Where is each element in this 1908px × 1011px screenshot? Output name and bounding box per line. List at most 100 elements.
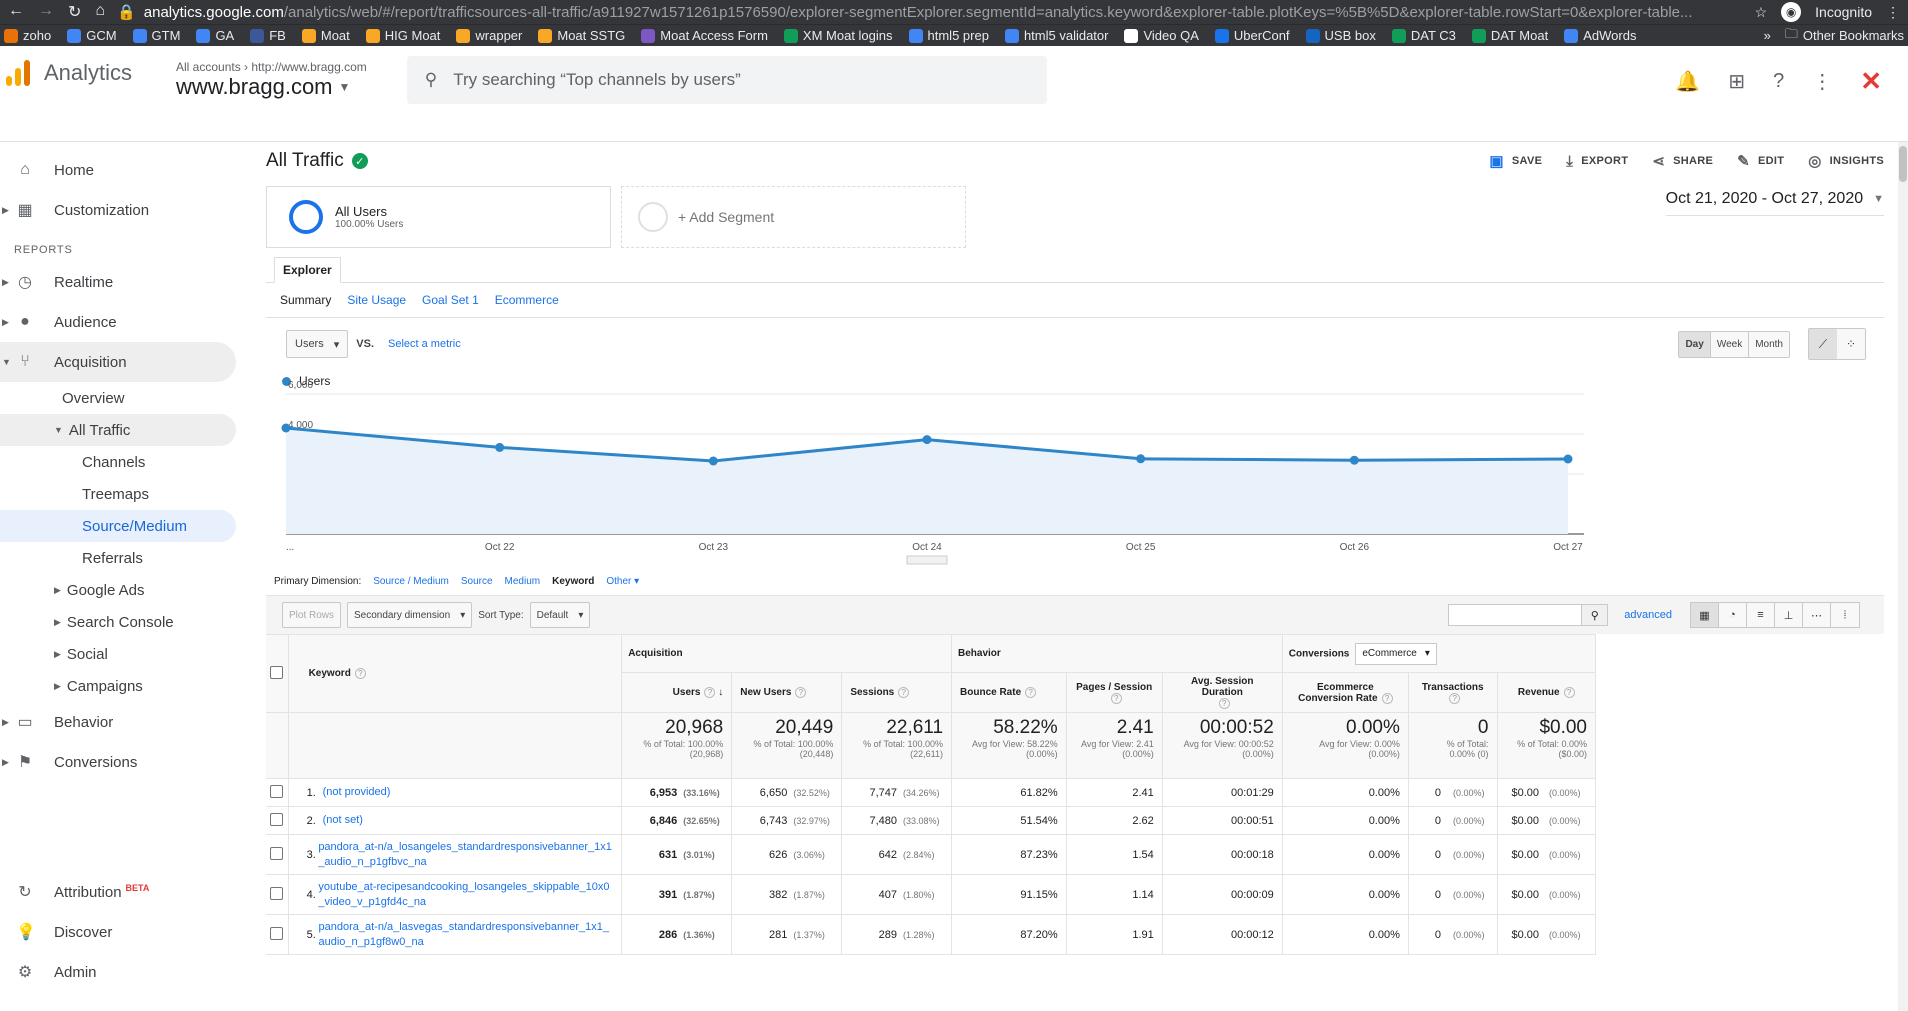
sidebar-item-conversions[interactable]: ▶ ⚑ Conversions xyxy=(0,742,246,782)
date-range-picker[interactable]: Oct 21, 2020 - Oct 27, 2020 ▼ xyxy=(1665,190,1884,216)
bookmarks-overflow[interactable]: » xyxy=(1763,28,1771,43)
sidebar-item-treemaps[interactable]: Treemaps xyxy=(82,485,149,503)
help-icon[interactable]: ? xyxy=(1773,70,1785,92)
dim-source-medium[interactable]: Source / Medium xyxy=(373,576,449,587)
sidebar-item-home[interactable]: ⌂ Home xyxy=(0,150,246,190)
bookmark-item[interactable]: USB box xyxy=(1305,28,1376,43)
col-revenue[interactable]: Revenue? xyxy=(1497,672,1596,713)
account-avatar-icon[interactable]: ✕ xyxy=(1860,66,1882,96)
search-input[interactable]: ⚲ Try searching “Top channels by users” xyxy=(406,56,1047,104)
bookmark-item[interactable]: html5 validator xyxy=(1004,28,1108,43)
menu-icon[interactable]: ⋮ xyxy=(1886,3,1900,20)
sidebar-item-acquisition[interactable]: ▼ ⑂ Acquisition xyxy=(0,342,236,382)
forward-icon[interactable]: → xyxy=(38,2,54,19)
performance-icon[interactable]: ≡ xyxy=(1747,603,1775,627)
bookmark-item[interactable]: GA xyxy=(196,28,234,43)
insights-button[interactable]: ◎ INSIGHTS xyxy=(1808,152,1884,170)
sidebar-item-all-traffic[interactable]: ▼ All Traffic xyxy=(0,414,236,446)
sidebar-item-behavior[interactable]: ▶ ▭ Behavior xyxy=(0,702,246,742)
sidebar-item-overview[interactable]: Overview xyxy=(62,389,125,407)
col-sessions[interactable]: Sessions? xyxy=(841,672,953,713)
sidebar-item-audience[interactable]: ▶ ● Audience xyxy=(0,302,246,342)
row-checkbox[interactable] xyxy=(270,886,284,900)
bookmark-item[interactable]: UberConf xyxy=(1214,28,1290,43)
star-icon[interactable]: ☆ xyxy=(1754,3,1768,20)
more-icon[interactable]: ⋮ xyxy=(1812,71,1833,93)
sidebar-item-channels[interactable]: Channels xyxy=(82,453,146,471)
dim-other[interactable]: Other ▾ xyxy=(606,576,639,587)
bookmark-item[interactable]: Moat SSTG xyxy=(538,28,625,43)
subtab-summary[interactable]: Summary xyxy=(280,293,332,307)
bookmark-item[interactable]: HIG Moat xyxy=(365,28,440,43)
col-pages-session[interactable]: Pages / Session? xyxy=(1066,672,1163,713)
help-icon[interactable]: ? xyxy=(1110,692,1122,704)
col-keyword[interactable]: Keyword? xyxy=(288,634,623,713)
keyword-link[interactable]: (not set) xyxy=(322,814,363,826)
help-icon[interactable]: ? xyxy=(1218,698,1230,709)
row-checkbox[interactable] xyxy=(270,846,284,860)
granularity-month[interactable]: Month xyxy=(1749,331,1789,357)
tab-explorer[interactable]: Explorer xyxy=(274,257,341,283)
address-bar[interactable]: 🔒 analytics.google.com/analytics/web/#/r… xyxy=(117,0,1743,24)
pie-chart-icon[interactable]: ◔ xyxy=(1719,603,1747,627)
scrollbar-thumb[interactable] xyxy=(1899,146,1907,182)
sidebar-item-realtime[interactable]: ▶ ◷ Realtime xyxy=(0,262,246,302)
sidebar-item-campaigns[interactable]: ▶ Campaigns xyxy=(0,670,246,702)
subtab-goal-set[interactable]: Goal Set 1 xyxy=(422,293,479,307)
bookmark-item[interactable]: GCM xyxy=(67,28,117,43)
row-checkbox[interactable] xyxy=(270,784,284,798)
dim-keyword[interactable]: Keyword xyxy=(552,576,595,587)
col-ecom-rate[interactable]: Ecommerce Conversion Rate? xyxy=(1282,672,1409,713)
help-icon[interactable]: ? xyxy=(354,668,366,679)
help-icon[interactable]: ? xyxy=(898,687,910,698)
keyword-link[interactable]: (not provided) xyxy=(322,786,391,798)
sidebar-item-referrals[interactable]: Referrals xyxy=(82,549,143,567)
add-segment-button[interactable]: + Add Segment xyxy=(621,186,966,248)
sidebar-item-social[interactable]: ▶ Social xyxy=(0,638,246,670)
term-cloud-icon[interactable]: ⋯ xyxy=(1803,603,1831,627)
search-icon[interactable]: ⚲ xyxy=(1582,604,1609,626)
subtab-ecommerce[interactable]: Ecommerce xyxy=(494,293,559,307)
bookmark-item[interactable]: wrapper xyxy=(456,28,522,43)
subtab-site-usage[interactable]: Site Usage xyxy=(347,293,407,307)
account-selector[interactable]: All accounts › http://www.bragg.com www.… xyxy=(176,60,367,99)
table-filter-input[interactable] xyxy=(1448,604,1583,626)
help-icon[interactable]: ? xyxy=(1025,687,1037,698)
bookmark-item[interactable]: FB xyxy=(250,28,286,43)
sidebar-item-attribution[interactable]: ↻ Attribution BETA xyxy=(0,872,246,912)
col-new-users[interactable]: New Users? xyxy=(731,672,843,713)
select-metric-link[interactable]: Select a metric xyxy=(388,338,461,350)
back-icon[interactable]: ← xyxy=(8,2,24,19)
reload-icon[interactable]: ↻ xyxy=(68,4,82,21)
sidebar-item-admin[interactable]: ⚙ Admin xyxy=(0,952,246,992)
advanced-filter-link[interactable]: advanced xyxy=(1624,609,1672,621)
motion-chart-icon[interactable]: ⁘ xyxy=(1837,329,1865,359)
sidebar-item-google-ads[interactable]: ▶ Google Ads xyxy=(0,574,246,606)
granularity-week[interactable]: Week xyxy=(1710,331,1750,357)
keyword-link[interactable]: pandora_at-n/a_lasvegas_standardresponsi… xyxy=(318,920,610,948)
col-avg-duration[interactable]: Avg. Session Duration? xyxy=(1162,672,1283,713)
data-table-icon[interactable]: ▦ xyxy=(1691,603,1719,627)
select-all-checkbox[interactable] xyxy=(270,665,284,679)
secondary-dimension-select[interactable]: Secondary dimension ▾ xyxy=(347,602,473,628)
edit-button[interactable]: ✎ EDIT xyxy=(1737,152,1784,170)
sidebar-item-discover[interactable]: 💡 Discover xyxy=(0,912,246,952)
plot-rows-button[interactable]: Plot Rows xyxy=(282,602,342,628)
sort-type-select[interactable]: Default ▾ xyxy=(529,602,591,628)
keyword-link[interactable]: youtube_at-recipesandcooking_losangeles_… xyxy=(318,880,610,908)
analytics-logo[interactable]: Analytics xyxy=(6,60,146,86)
col-bounce-rate[interactable]: Bounce Rate? xyxy=(951,672,1067,713)
pivot-icon[interactable]: ⦙ xyxy=(1831,603,1859,627)
sidebar-item-source-medium[interactable]: Source/Medium xyxy=(0,510,236,542)
bookmark-item[interactable]: Moat Access Form xyxy=(641,28,768,43)
comparison-icon[interactable]: ⊥ xyxy=(1775,603,1803,627)
row-checkbox[interactable] xyxy=(270,812,284,826)
notifications-icon[interactable]: 🔔 xyxy=(1675,71,1701,93)
export-button[interactable]: ⤓ EXPORT xyxy=(1566,152,1628,170)
conversions-select[interactable]: eCommerce ▾ xyxy=(1355,642,1437,665)
home-icon[interactable]: ⌂ xyxy=(95,2,106,19)
apps-icon[interactable]: ⊞ xyxy=(1728,71,1746,93)
bookmark-item[interactable]: DAT Moat xyxy=(1471,28,1548,43)
bookmark-item[interactable]: GTM xyxy=(132,28,180,43)
help-icon[interactable]: ? xyxy=(1563,687,1575,698)
